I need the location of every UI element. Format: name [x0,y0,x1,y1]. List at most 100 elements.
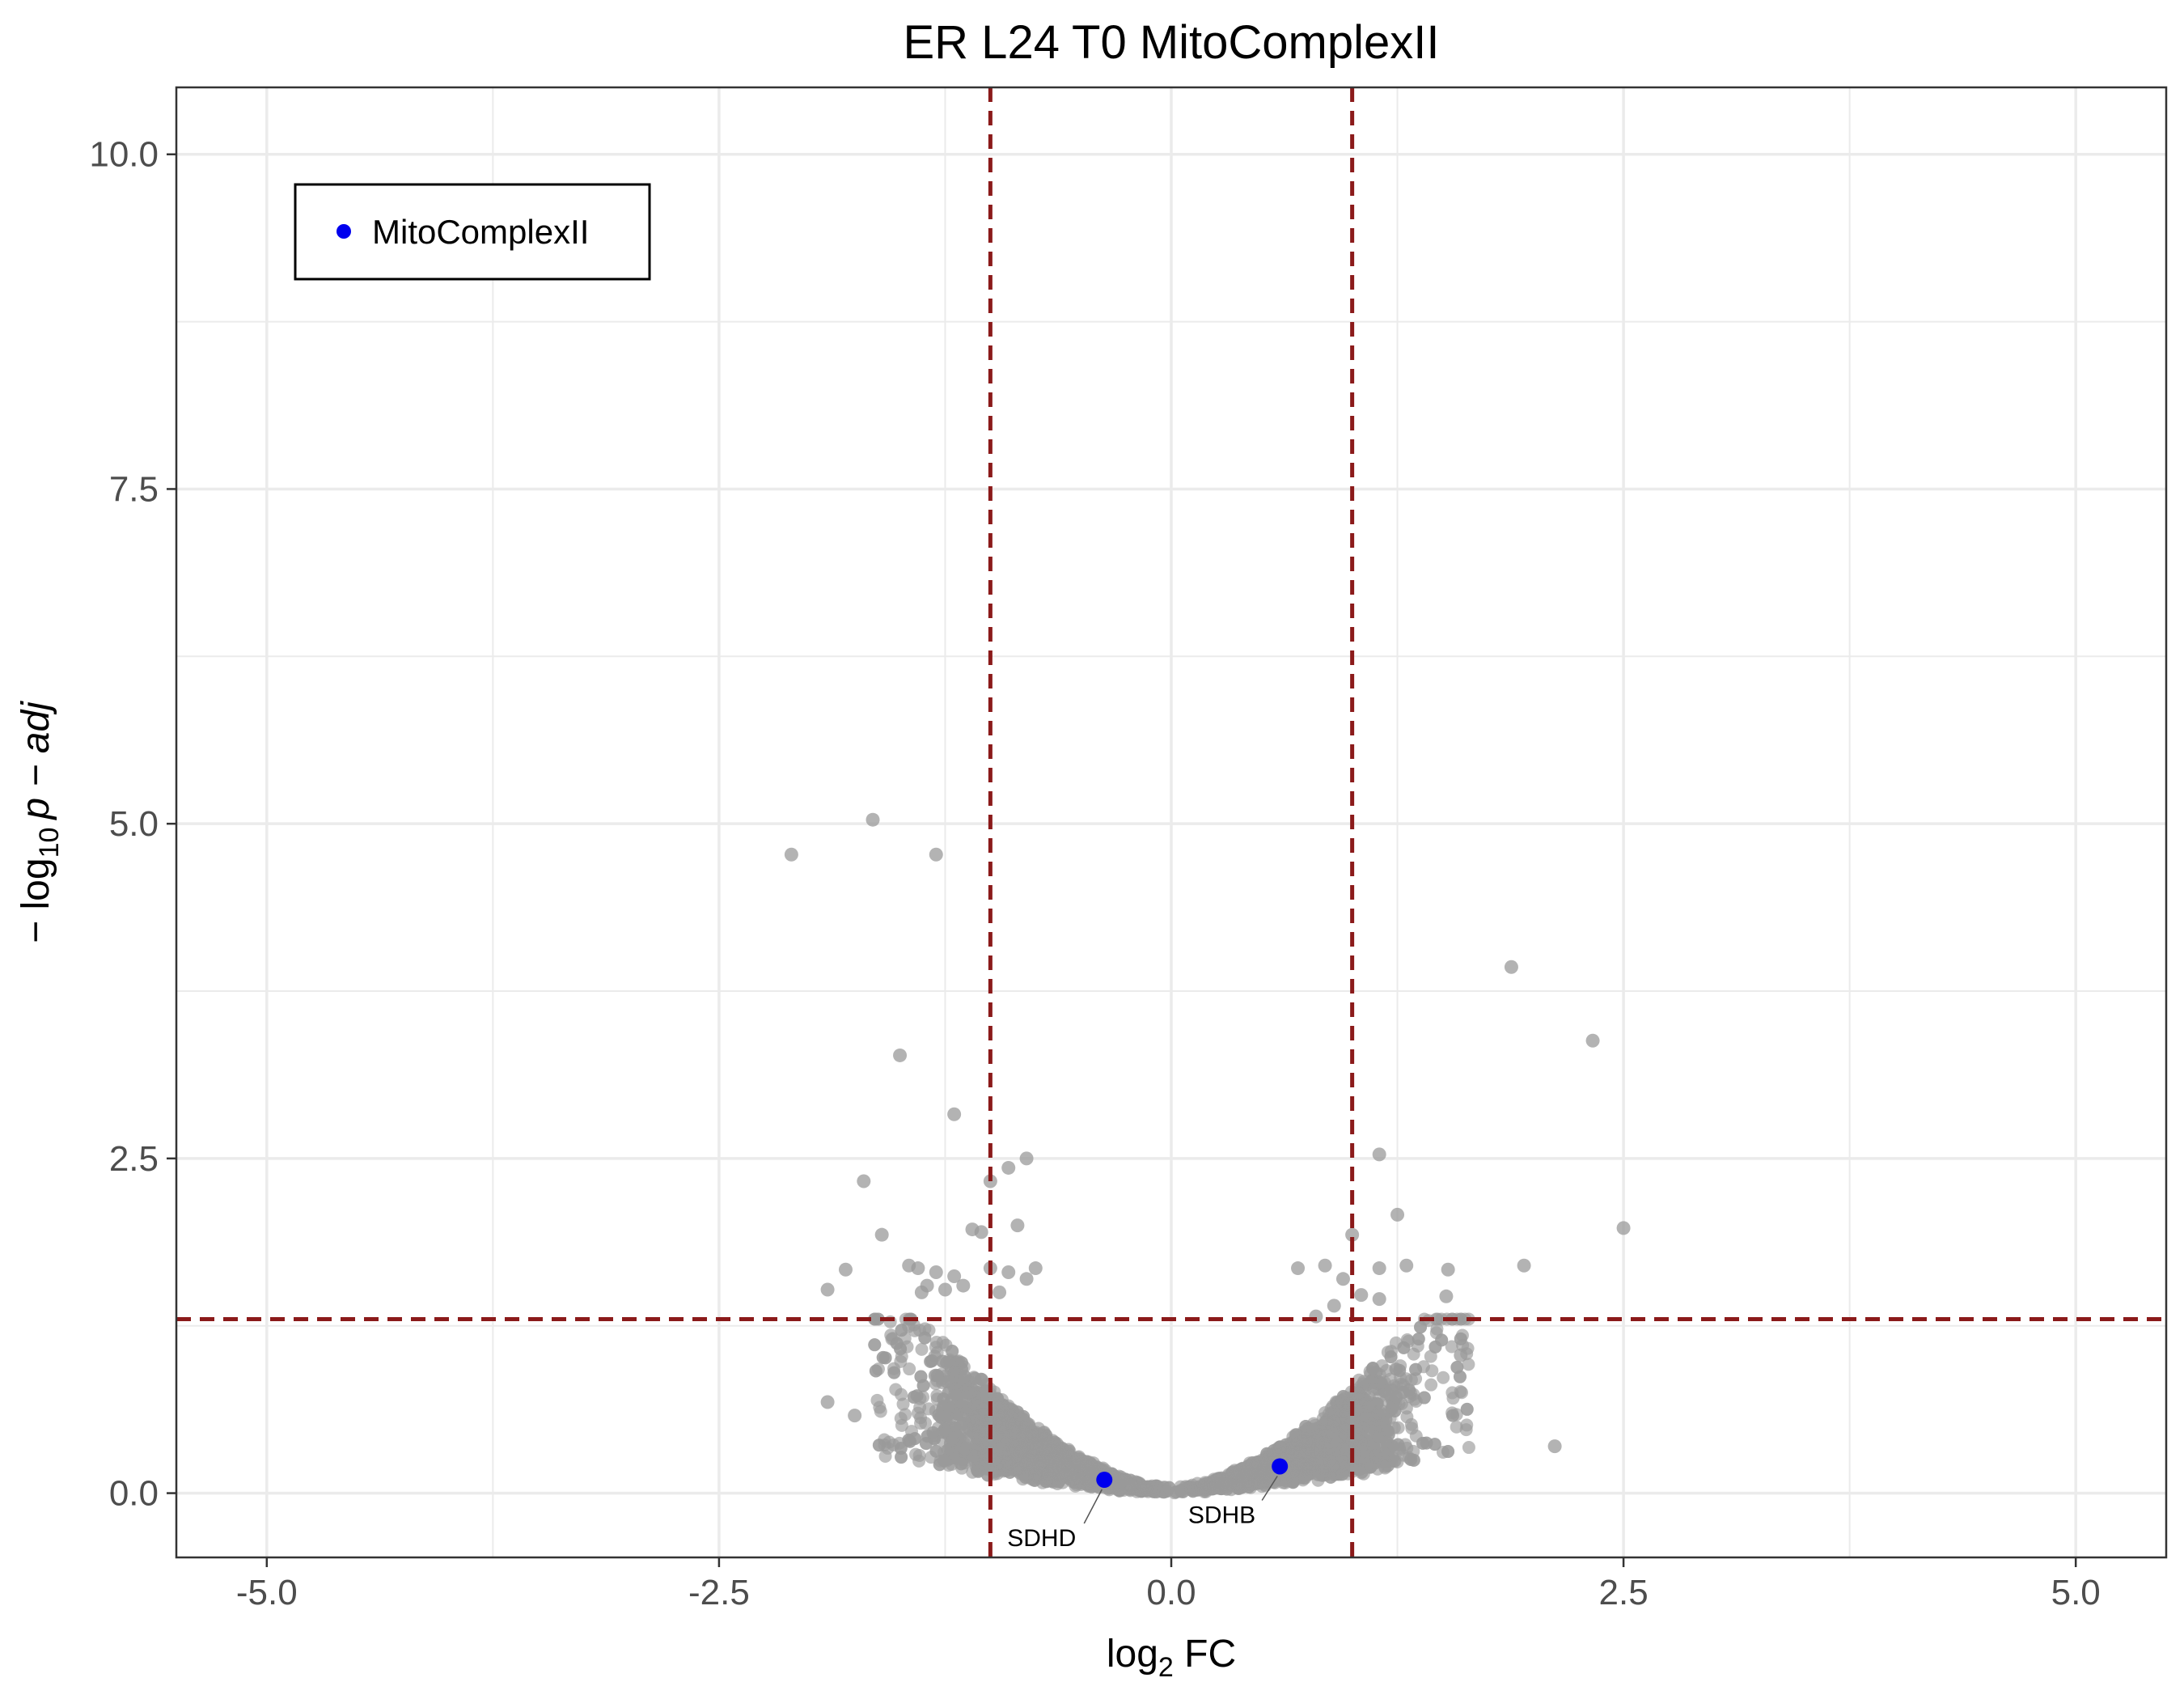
data-point [1437,1371,1450,1384]
data-point [1420,1436,1433,1450]
data-point [1504,960,1518,974]
data-point [930,1369,944,1383]
data-point [1207,1481,1221,1495]
data-point [1058,1449,1072,1463]
y-axis-title: − log10 p − adj [15,701,65,943]
data-point [857,1174,871,1188]
data-point [947,1107,962,1121]
data-point [894,1342,908,1356]
data-point [918,1331,932,1345]
data-point [929,1265,943,1280]
data-point [996,1446,1009,1460]
data-point [1244,1477,1258,1491]
data-point [1390,1207,1405,1222]
data-point [1028,1261,1043,1276]
x-axis-title: log2 FC [1107,1633,1236,1683]
y-tick-label: 2.5 [109,1139,159,1179]
data-point [1327,1405,1340,1419]
data-point [1400,1410,1414,1424]
data-point [1016,1430,1030,1444]
data-point [1445,1340,1458,1354]
data-point [1402,1383,1416,1396]
data-point [1184,1483,1198,1497]
data-point [946,1345,959,1358]
data-point [1404,1373,1418,1387]
data-point [889,1383,903,1396]
data-point [1026,1456,1039,1470]
data-point [993,1285,1007,1299]
threshold-lines [176,87,2166,1557]
data-point [1547,1439,1562,1454]
data-point [1412,1333,1425,1346]
data-point [820,1395,835,1409]
data-point [1162,1481,1176,1494]
data-point [1446,1409,1460,1422]
data-point [1352,1433,1365,1447]
y-tick-label: 5.0 [109,804,159,844]
data-point [784,847,798,862]
data-point [1439,1289,1454,1303]
data-point [1291,1261,1306,1276]
data-point [1036,1454,1050,1468]
data-point [1459,1423,1473,1437]
data-point [1585,1033,1600,1048]
data-point [895,1418,908,1432]
highlight-point-sdhb [1272,1458,1289,1475]
data-point [1446,1392,1460,1405]
data-point [1290,1430,1304,1443]
data-point [966,1400,980,1414]
data-point [961,1386,975,1400]
data-point [903,1362,916,1376]
data-point [912,1448,926,1462]
data-point [1064,1468,1077,1481]
point-label-sdhb: SDHB [1188,1502,1255,1528]
data-point [1362,1399,1376,1413]
data-point [1298,1462,1312,1476]
data-point [954,1400,967,1413]
data-point [1340,1460,1353,1474]
data-point [1316,1465,1330,1479]
data-point [1019,1151,1034,1166]
data-point [978,1448,992,1462]
data-point [1384,1350,1398,1364]
data-point [942,1400,955,1413]
data-point [972,1421,986,1435]
data-point [941,1443,954,1457]
x-tick-label: 2.5 [1599,1573,1649,1612]
data-point [1391,1438,1405,1451]
data-point [1309,1309,1323,1324]
highlighted-points: SDHD SDHB [1007,1458,1289,1552]
background-points [784,812,1631,1500]
data-point [1306,1423,1320,1437]
data-point [910,1389,924,1403]
data-point [1417,1391,1431,1405]
data-point [1238,1468,1251,1482]
data-point [1001,1160,1016,1175]
data-point [1453,1370,1467,1383]
data-point [1273,1440,1287,1454]
data-point [1245,1459,1259,1472]
data-point [1399,1258,1414,1273]
data-point [1327,1468,1341,1481]
data-point [950,1388,963,1402]
data-point [940,1356,954,1370]
data-point [1003,1465,1017,1479]
data-point [878,1449,892,1463]
y-tick-label: 7.5 [109,469,159,509]
legend-label-mitocomplexii: MitoComplexII [372,213,589,251]
x-tick-label: -2.5 [688,1573,750,1612]
data-point [848,1409,862,1423]
data-point [1354,1288,1369,1303]
grid-lines [176,87,2166,1557]
data-point [1391,1421,1405,1434]
data-point [1372,1261,1386,1276]
data-point [1424,1378,1438,1392]
data-point [915,1342,929,1356]
data-point [1372,1375,1386,1389]
data-point [820,1282,835,1297]
label-leader [1083,1489,1103,1524]
data-point [929,847,943,862]
data-point [868,1338,882,1352]
legend-box [294,183,651,281]
